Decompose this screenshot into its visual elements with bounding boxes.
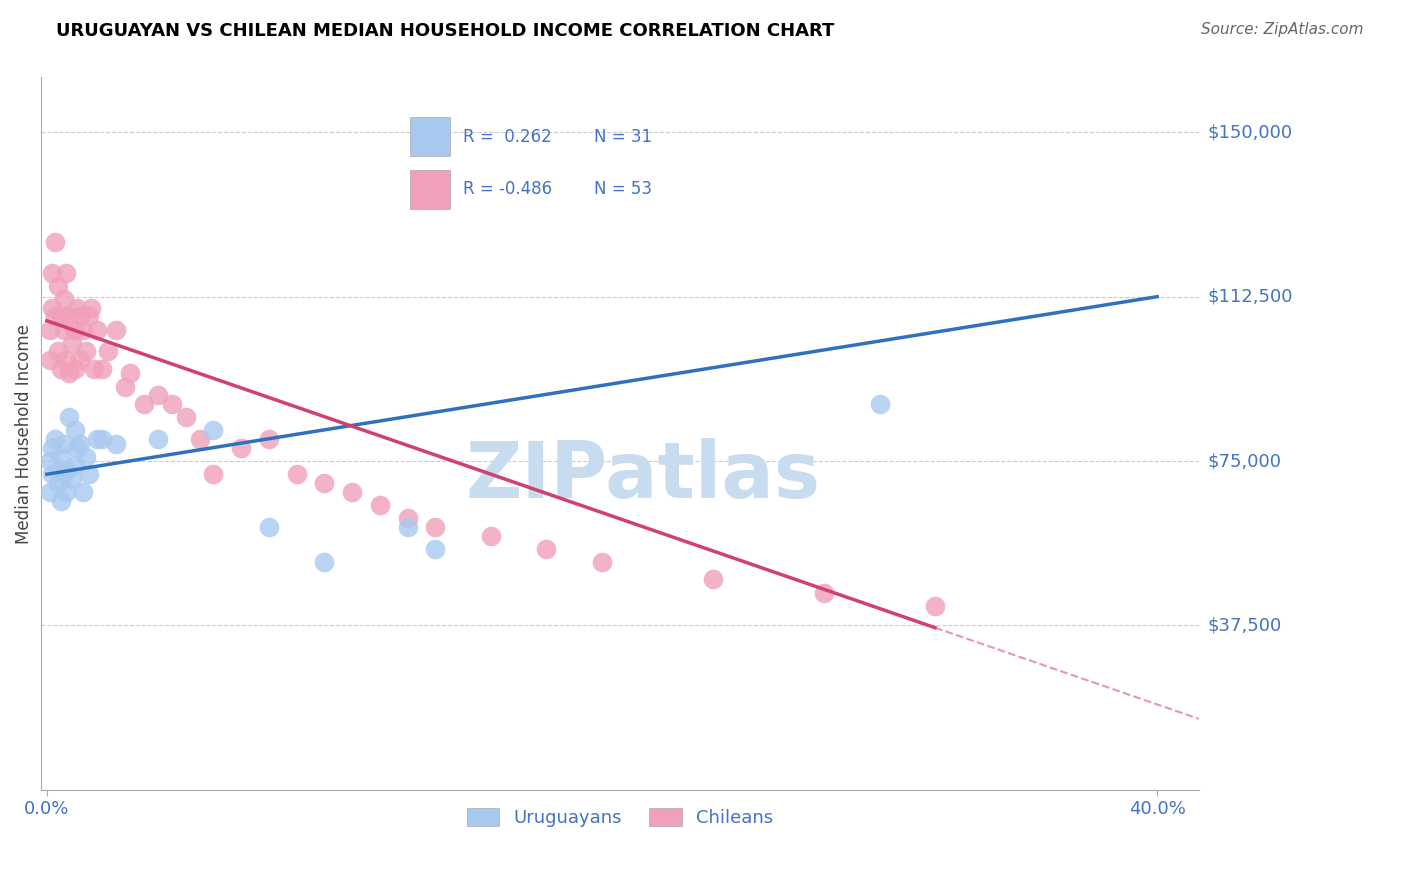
Point [38, 454, 60, 468]
Point [83, 362, 105, 376]
Point [49, 493, 72, 508]
Point [924, 599, 946, 613]
Point [49, 450, 72, 464]
Text: $37,500: $37,500 [1208, 616, 1281, 634]
Point [58, 310, 80, 324]
Point [132, 397, 155, 411]
Point [425, 541, 447, 556]
Point [591, 555, 613, 569]
Point [75, 344, 97, 359]
Point [60, 472, 83, 486]
Point [66, 301, 89, 315]
Point [813, 585, 835, 599]
Point [52, 322, 75, 336]
Point [314, 475, 336, 490]
Point [188, 432, 211, 446]
Point [160, 397, 183, 411]
Point [41, 301, 63, 315]
Point [69, 310, 91, 324]
Point [340, 484, 363, 499]
Point [55, 463, 77, 477]
Point [91, 432, 114, 446]
Point [63, 322, 86, 336]
Point [396, 511, 419, 525]
Point [60, 335, 83, 350]
Point [55, 266, 77, 280]
Point [314, 555, 336, 569]
Point [80, 301, 103, 315]
Point [97, 344, 120, 359]
Point [536, 541, 558, 556]
Y-axis label: Median Household Income: Median Household Income [15, 324, 32, 543]
Point [72, 484, 94, 499]
Point [77, 310, 100, 324]
Point [38, 353, 60, 368]
Point [63, 458, 86, 473]
Point [368, 498, 391, 512]
Point [202, 423, 225, 437]
Point [231, 441, 253, 455]
Text: ZIPatlas: ZIPatlas [465, 439, 821, 515]
Point [202, 467, 225, 482]
Point [44, 235, 66, 249]
Point [105, 322, 128, 336]
Text: Source: ZipAtlas.com: Source: ZipAtlas.com [1201, 22, 1364, 37]
Point [38, 484, 60, 499]
Point [869, 397, 891, 411]
Point [55, 353, 77, 368]
Point [285, 467, 308, 482]
Point [46, 475, 69, 490]
Point [46, 344, 69, 359]
Point [49, 310, 72, 324]
Point [91, 362, 114, 376]
Point [77, 467, 100, 482]
Point [75, 450, 97, 464]
Point [479, 528, 502, 542]
Point [41, 467, 63, 482]
Point [86, 432, 108, 446]
Point [52, 292, 75, 306]
Point [49, 362, 72, 376]
Point [105, 436, 128, 450]
Point [44, 310, 66, 324]
Point [86, 322, 108, 336]
Point [146, 432, 169, 446]
Point [702, 573, 724, 587]
Text: $112,500: $112,500 [1208, 287, 1292, 306]
Point [396, 520, 419, 534]
Point [72, 322, 94, 336]
Point [41, 441, 63, 455]
Point [120, 367, 142, 381]
Point [58, 410, 80, 425]
Point [63, 362, 86, 376]
Point [38, 322, 60, 336]
Point [52, 467, 75, 482]
Text: $75,000: $75,000 [1208, 452, 1281, 470]
Point [257, 432, 280, 446]
Point [114, 379, 136, 393]
Point [174, 410, 197, 425]
Point [63, 423, 86, 437]
Text: URUGUAYAN VS CHILEAN MEDIAN HOUSEHOLD INCOME CORRELATION CHART: URUGUAYAN VS CHILEAN MEDIAN HOUSEHOLD IN… [56, 22, 835, 40]
Point [41, 266, 63, 280]
Point [55, 484, 77, 499]
Point [257, 520, 280, 534]
Point [66, 441, 89, 455]
Point [425, 520, 447, 534]
Point [52, 436, 75, 450]
Point [46, 278, 69, 293]
Point [146, 388, 169, 402]
Point [69, 436, 91, 450]
Point [69, 353, 91, 368]
Point [44, 432, 66, 446]
Point [58, 367, 80, 381]
Text: $150,000: $150,000 [1208, 123, 1292, 141]
Legend: Uruguayans, Chileans: Uruguayans, Chileans [460, 800, 780, 834]
